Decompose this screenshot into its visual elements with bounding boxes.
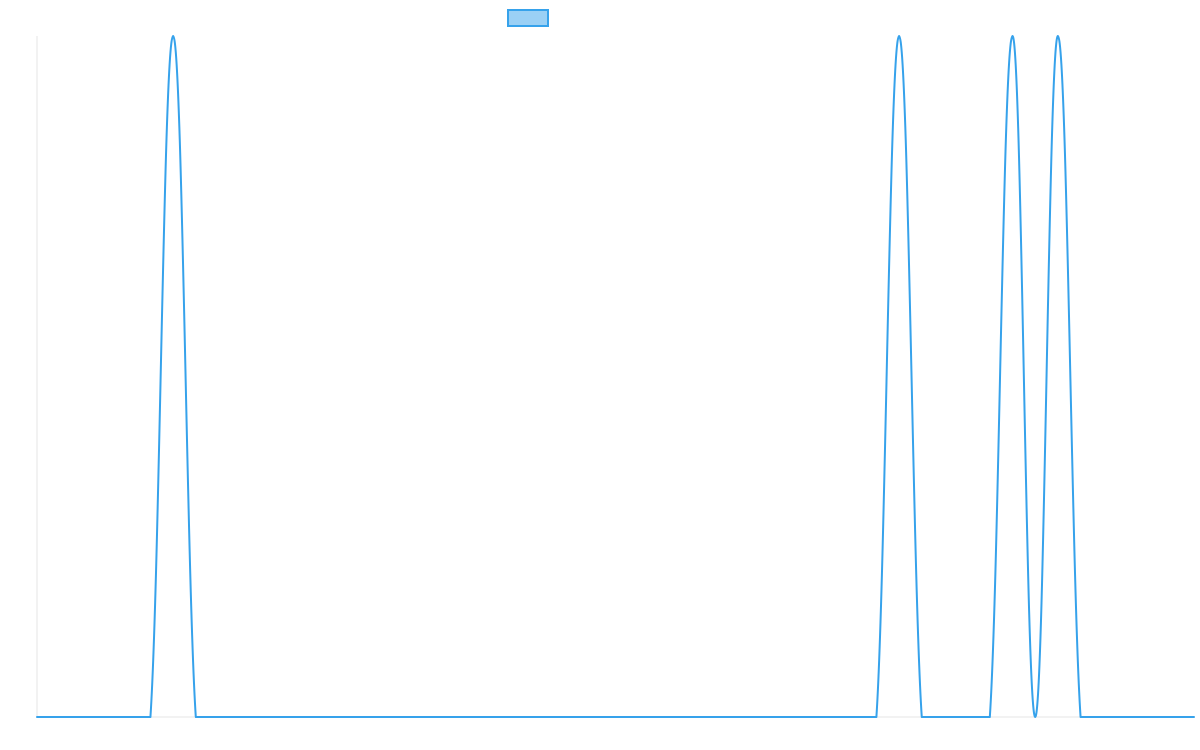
legend-swatch[interactable] xyxy=(507,9,549,27)
data-point[interactable] xyxy=(1032,714,1038,720)
data-point[interactable] xyxy=(987,714,993,720)
data-point[interactable] xyxy=(624,714,630,720)
data-point[interactable] xyxy=(1010,33,1016,39)
data-point[interactable] xyxy=(1123,714,1129,720)
data-point[interactable] xyxy=(261,714,267,720)
data-point[interactable] xyxy=(352,714,358,720)
data-point[interactable] xyxy=(79,714,85,720)
data-point[interactable] xyxy=(556,714,562,720)
data-point[interactable] xyxy=(851,714,857,720)
data-point[interactable] xyxy=(1055,33,1061,39)
data-point[interactable] xyxy=(715,714,721,720)
data-point[interactable] xyxy=(964,714,970,720)
data-point[interactable] xyxy=(215,714,221,720)
data-point[interactable] xyxy=(647,714,653,720)
data-point[interactable] xyxy=(170,33,176,39)
data-point[interactable] xyxy=(578,714,584,720)
data-point[interactable] xyxy=(601,714,607,720)
data-point[interactable] xyxy=(397,714,403,720)
data-point[interactable] xyxy=(1100,714,1106,720)
data-point[interactable] xyxy=(510,714,516,720)
data-point[interactable] xyxy=(873,714,879,720)
data-point[interactable] xyxy=(102,714,108,720)
data-point[interactable] xyxy=(760,714,766,720)
data-point[interactable] xyxy=(1078,714,1084,720)
data-point[interactable] xyxy=(828,714,834,720)
data-point[interactable] xyxy=(374,714,380,720)
data-point[interactable] xyxy=(125,714,131,720)
data-point[interactable] xyxy=(692,714,698,720)
series-line xyxy=(36,35,1195,719)
data-point[interactable] xyxy=(783,714,789,720)
data-point[interactable] xyxy=(284,714,290,720)
data-point[interactable] xyxy=(805,714,811,720)
data-point[interactable] xyxy=(488,714,494,720)
data-point[interactable] xyxy=(896,33,902,39)
data-point[interactable] xyxy=(941,714,947,720)
data-point[interactable] xyxy=(306,714,312,720)
data-point[interactable] xyxy=(1168,714,1174,720)
data-point[interactable] xyxy=(465,714,471,720)
plot-area xyxy=(34,33,1197,720)
data-point[interactable] xyxy=(442,714,448,720)
legend xyxy=(507,9,549,27)
data-point[interactable] xyxy=(669,714,675,720)
data-point[interactable] xyxy=(238,714,244,720)
data-point[interactable] xyxy=(34,714,40,720)
data-point[interactable] xyxy=(919,714,925,720)
series-layer xyxy=(34,33,1197,720)
data-point[interactable] xyxy=(1146,714,1152,720)
data-point[interactable] xyxy=(420,714,426,720)
data-point[interactable] xyxy=(1191,714,1197,720)
data-point[interactable] xyxy=(329,714,335,720)
data-point[interactable] xyxy=(193,714,199,720)
data-point[interactable] xyxy=(147,714,153,720)
data-point[interactable] xyxy=(737,714,743,720)
data-point[interactable] xyxy=(533,714,539,720)
data-point[interactable] xyxy=(57,714,63,720)
